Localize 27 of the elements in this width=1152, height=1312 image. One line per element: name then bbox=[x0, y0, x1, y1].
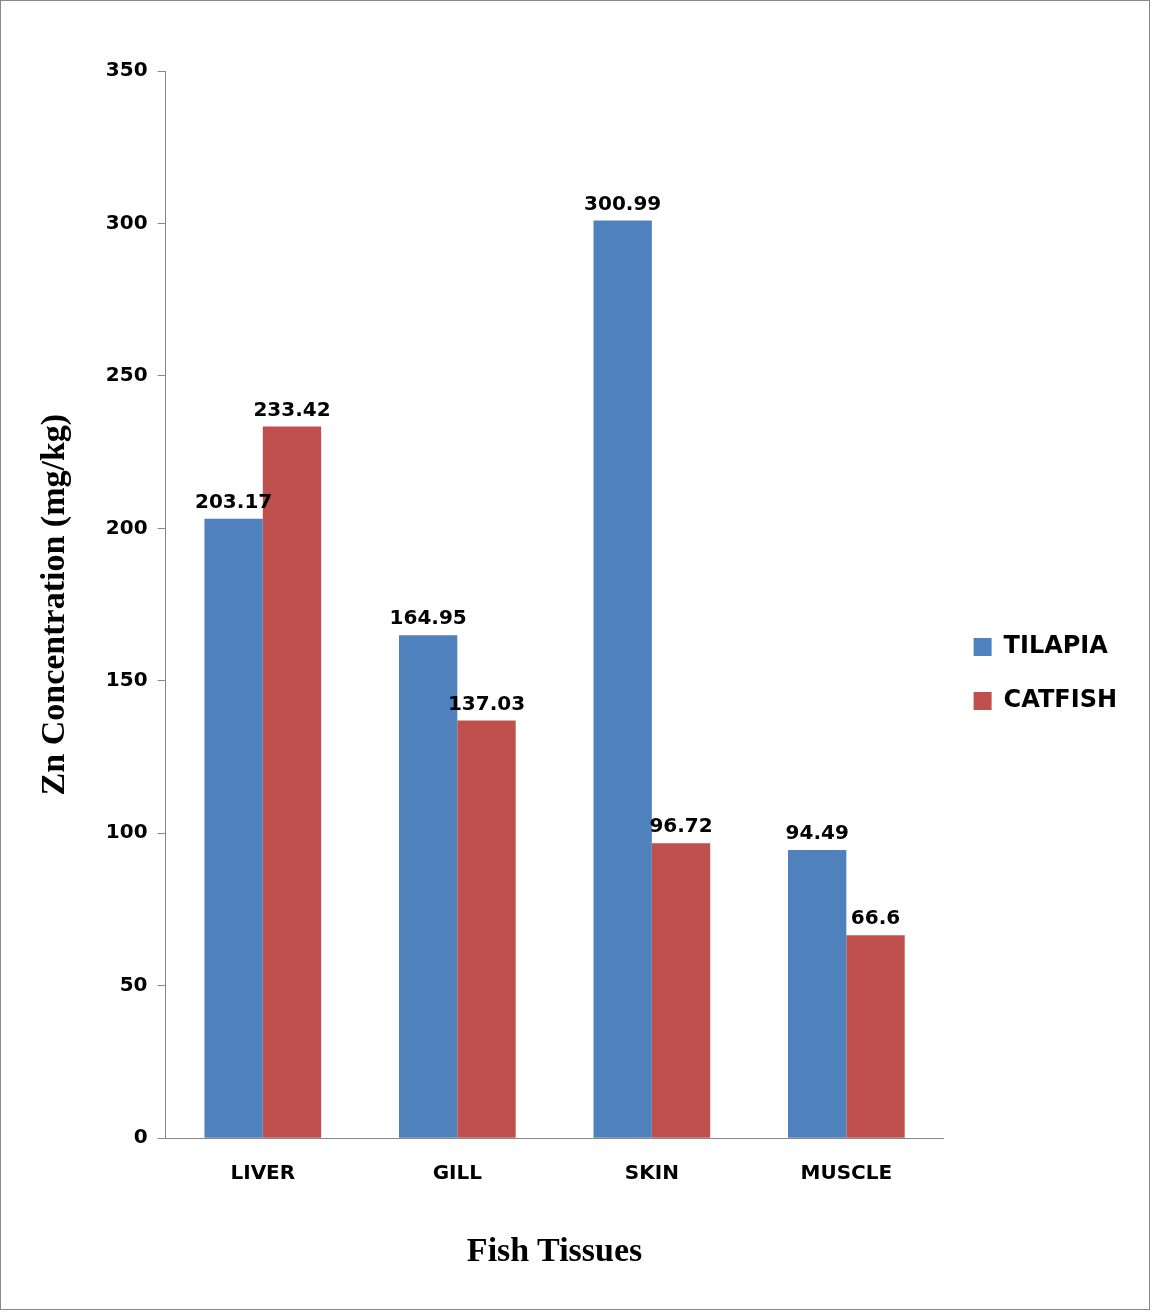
bar bbox=[457, 720, 516, 1138]
x-axis-title: Fish Tissues bbox=[466, 1231, 643, 1269]
bar bbox=[846, 935, 905, 1138]
legend-label: TILAPIA bbox=[1003, 631, 1109, 660]
data-label: 164.95 bbox=[389, 605, 467, 630]
y-tick-label: 100 bbox=[105, 819, 148, 844]
y-tick-label: 300 bbox=[105, 209, 148, 234]
data-label: 300.99 bbox=[584, 190, 662, 215]
data-label: 66.6 bbox=[850, 905, 901, 930]
legend-label: CATFISH bbox=[1003, 685, 1117, 714]
y-axis-title: Zn Concentration (mg/kg) bbox=[34, 413, 73, 796]
y-tick-label: 150 bbox=[105, 667, 148, 692]
y-tick-label: 250 bbox=[105, 362, 148, 387]
data-label: 94.49 bbox=[785, 820, 849, 845]
bar bbox=[593, 220, 652, 1138]
x-tick-label: GILL bbox=[432, 1160, 483, 1185]
x-tick-label: LIVER bbox=[230, 1160, 296, 1185]
data-label: 233.42 bbox=[253, 396, 331, 421]
bar bbox=[204, 518, 263, 1138]
y-tick-label: 200 bbox=[105, 514, 148, 539]
x-tick-label: MUSCLE bbox=[800, 1160, 893, 1185]
x-tick-label: SKIN bbox=[624, 1160, 679, 1185]
y-tick-label: 0 bbox=[133, 1124, 148, 1149]
bar bbox=[651, 843, 711, 1138]
y-tick-label: 350 bbox=[105, 57, 148, 82]
bar bbox=[788, 850, 847, 1138]
y-tick-label: 50 bbox=[119, 971, 148, 996]
